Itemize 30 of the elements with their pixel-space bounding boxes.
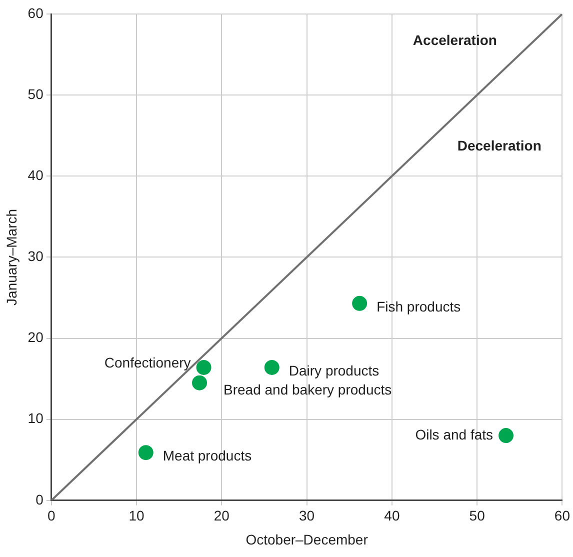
y-tick-label: 0	[36, 491, 44, 508]
x-tick-label: 50	[469, 508, 486, 524]
y-tick-label: 50	[28, 86, 44, 102]
x-tick-label: 30	[299, 508, 315, 524]
point	[498, 428, 514, 444]
annotation: Acceleration	[412, 32, 497, 48]
series-label: Oils and fats	[415, 426, 494, 442]
series-label: Dairy products	[288, 362, 380, 378]
series-label: Fish products	[376, 298, 461, 314]
series-label: Meat products	[162, 447, 252, 464]
y-axis-title: January–March	[3, 208, 20, 306]
series-label: Bread and bakery products	[224, 382, 392, 398]
point	[138, 445, 154, 460]
y-tick-label: 60	[28, 4, 44, 21]
point	[352, 296, 368, 311]
x-tick-label: 0	[47, 508, 56, 524]
x-axis-title: October–December	[246, 531, 368, 548]
x-tick-label: 40	[384, 508, 400, 524]
point	[196, 360, 212, 375]
y-tick-label: 20	[28, 329, 44, 346]
y-tick-label: 30	[28, 248, 44, 264]
x-tick-label: 60	[554, 508, 570, 524]
series-label: Confectionery	[104, 354, 191, 370]
x-tick-label: 20	[214, 508, 230, 524]
point	[264, 360, 280, 375]
annotation: Deceleration	[457, 138, 542, 154]
y-tick-label: 10	[28, 410, 44, 426]
y-tick-label: 40	[28, 166, 44, 183]
point	[192, 375, 208, 390]
x-tick-label: 10	[128, 508, 145, 524]
